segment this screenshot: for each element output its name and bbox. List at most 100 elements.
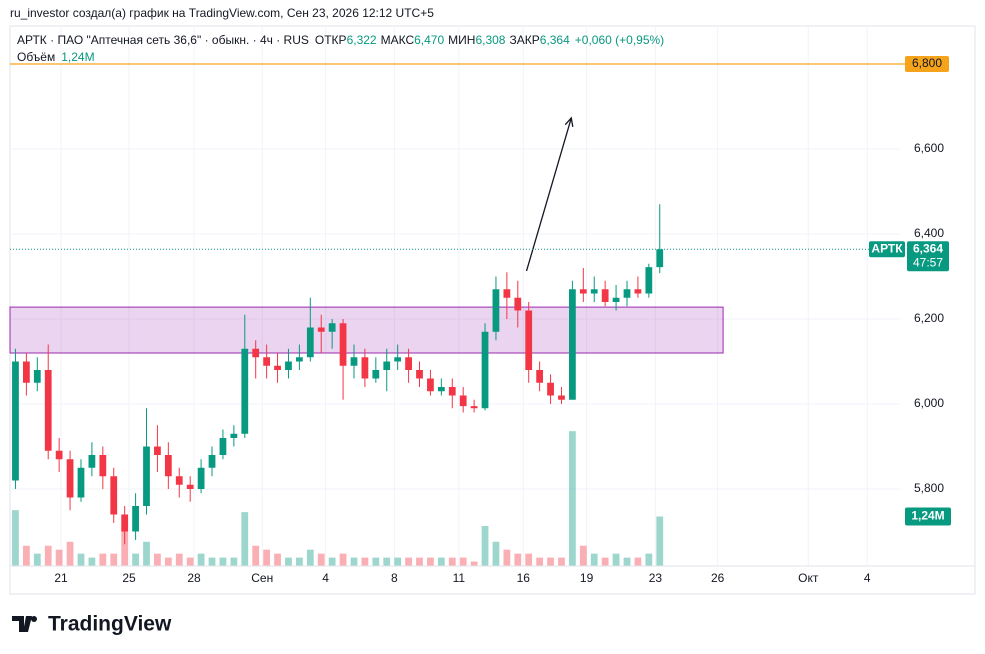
candle-body xyxy=(492,289,500,332)
legend-item: АРТК · ПАО "Аптечная сеть 36,6" · обыкн.… xyxy=(17,33,309,47)
volume-bar xyxy=(252,545,260,566)
candle-body xyxy=(197,467,205,489)
candle-body xyxy=(623,289,631,298)
candle-body xyxy=(514,297,522,311)
volume-bar xyxy=(350,557,358,566)
candle-body xyxy=(569,289,576,400)
x-tick-label: 4 xyxy=(864,571,871,585)
volume-bar xyxy=(536,557,544,566)
x-tick-label: 28 xyxy=(187,571,201,585)
x-tick-label: 21 xyxy=(54,571,68,585)
volume-bar xyxy=(623,557,631,566)
candle-body xyxy=(110,476,118,515)
legend-item: ОТКР xyxy=(315,33,347,47)
logo-icon xyxy=(12,616,32,632)
volume-bar xyxy=(361,557,369,566)
volume-bar xyxy=(132,553,139,566)
volume-bar xyxy=(481,525,489,566)
candle-body xyxy=(186,484,194,489)
candle-body xyxy=(77,467,85,498)
candle-body xyxy=(164,455,172,477)
candle-body xyxy=(252,348,260,358)
logo: TradingView xyxy=(12,613,172,636)
volume-bar xyxy=(208,557,216,566)
x-tick-label: 16 xyxy=(517,571,531,585)
volume-bar xyxy=(110,553,118,566)
legend-item: МАКС xyxy=(381,33,415,47)
candle-body xyxy=(405,357,412,370)
volume-bar xyxy=(296,557,303,566)
volume-bar xyxy=(525,553,533,566)
x-tick-label: 19 xyxy=(580,571,594,585)
volume-bar xyxy=(448,557,456,566)
candle-body xyxy=(99,455,107,477)
legend-item: 6,308 xyxy=(475,33,505,47)
legend-item: 6,364 xyxy=(540,33,570,47)
volume-bar xyxy=(230,557,238,566)
volume-bar xyxy=(33,553,41,566)
candle-body xyxy=(121,514,129,532)
candle-body xyxy=(22,361,30,383)
volume-bar xyxy=(558,557,565,566)
x-tick-label: 4 xyxy=(322,571,329,585)
legend-item: ЗАКР xyxy=(509,33,539,47)
candle-body xyxy=(296,357,303,362)
candle-body xyxy=(274,365,281,370)
volume-bar xyxy=(459,557,467,566)
volume-bar xyxy=(405,557,412,566)
volume-bar xyxy=(12,510,19,566)
candle-body xyxy=(339,323,347,366)
y-tick-label: 6,200 xyxy=(914,311,944,325)
candle-body xyxy=(579,289,587,294)
candle-body xyxy=(88,455,96,468)
volume-bar xyxy=(503,549,511,566)
candle-body xyxy=(437,387,445,392)
x-tick-label: 11 xyxy=(453,571,466,585)
arrow-head xyxy=(564,116,574,127)
candle-body xyxy=(590,289,598,294)
candle-body xyxy=(175,476,183,485)
volume-bar xyxy=(285,557,292,566)
volume-bar xyxy=(656,516,664,566)
hline-label: 6,800 xyxy=(912,56,942,70)
volume-bar xyxy=(328,557,336,566)
volume-bar xyxy=(306,549,314,566)
volume-bar xyxy=(383,557,391,566)
x-tick-label: 23 xyxy=(649,571,663,585)
legend-item: МИН xyxy=(448,33,475,47)
volume-bar xyxy=(186,557,194,566)
legend-item: Объём xyxy=(17,50,55,64)
volume-bar xyxy=(645,553,653,566)
volume-bar xyxy=(569,431,576,566)
candle-body xyxy=(219,438,227,455)
volume-bar xyxy=(514,553,522,566)
volume-bar xyxy=(634,557,642,566)
candle-body xyxy=(230,433,238,438)
x-tick-label: 25 xyxy=(122,571,136,585)
price-tag xyxy=(907,241,949,272)
candle-body xyxy=(263,357,271,366)
volume-tag-label: 1,24M xyxy=(911,509,944,523)
x-tick-label: Сен xyxy=(251,571,273,585)
brand: TradingView xyxy=(48,613,172,636)
x-tick-label: 26 xyxy=(711,571,725,585)
candle-body xyxy=(317,327,325,332)
candle-body xyxy=(132,506,139,532)
candle-body xyxy=(470,406,478,409)
volume-bar xyxy=(601,557,609,566)
volume-bar xyxy=(263,549,271,566)
legend-item: 6,322 xyxy=(347,33,377,47)
volume-bar xyxy=(22,545,30,566)
legend: АРТК · ПАО "Аптечная сеть 36,6" · обыкн.… xyxy=(17,33,664,47)
candle-body xyxy=(55,450,63,460)
volume-bar xyxy=(339,553,347,566)
candle-body xyxy=(328,323,336,332)
candle-body xyxy=(350,357,358,366)
volume-bar xyxy=(241,512,249,566)
candle-body xyxy=(66,459,74,498)
volume-bar xyxy=(437,557,445,566)
volume-bar xyxy=(99,553,107,566)
candle-body xyxy=(558,395,565,400)
candle-body xyxy=(503,289,511,298)
